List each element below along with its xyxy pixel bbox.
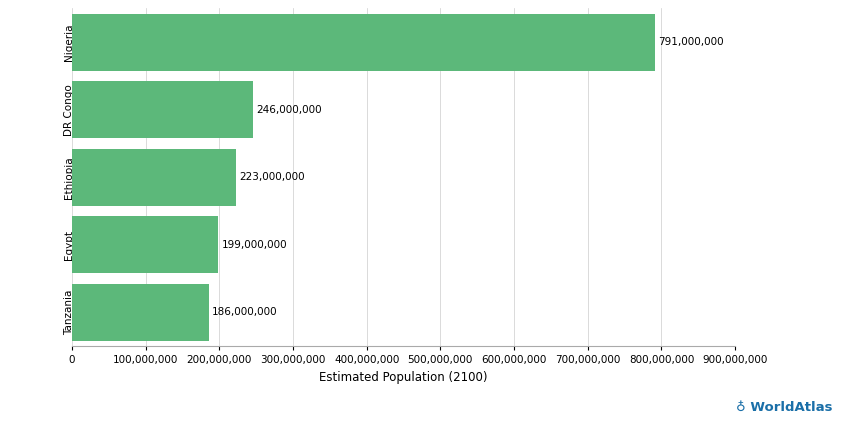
Text: 246,000,000: 246,000,000	[256, 105, 322, 115]
Bar	[72, 284, 208, 341]
Bar	[72, 149, 236, 206]
Bar	[72, 81, 253, 138]
Bar	[72, 216, 219, 273]
Text: 223,000,000: 223,000,000	[239, 172, 305, 182]
Bar	[72, 14, 654, 71]
X-axis label: Estimated Population (2100): Estimated Population (2100)	[319, 371, 487, 384]
Text: 186,000,000: 186,000,000	[212, 307, 277, 317]
Text: 791,000,000: 791,000,000	[657, 37, 722, 47]
Text: ♁ WorldAtlas: ♁ WorldAtlas	[735, 400, 831, 414]
Text: 199,000,000: 199,000,000	[221, 240, 287, 250]
